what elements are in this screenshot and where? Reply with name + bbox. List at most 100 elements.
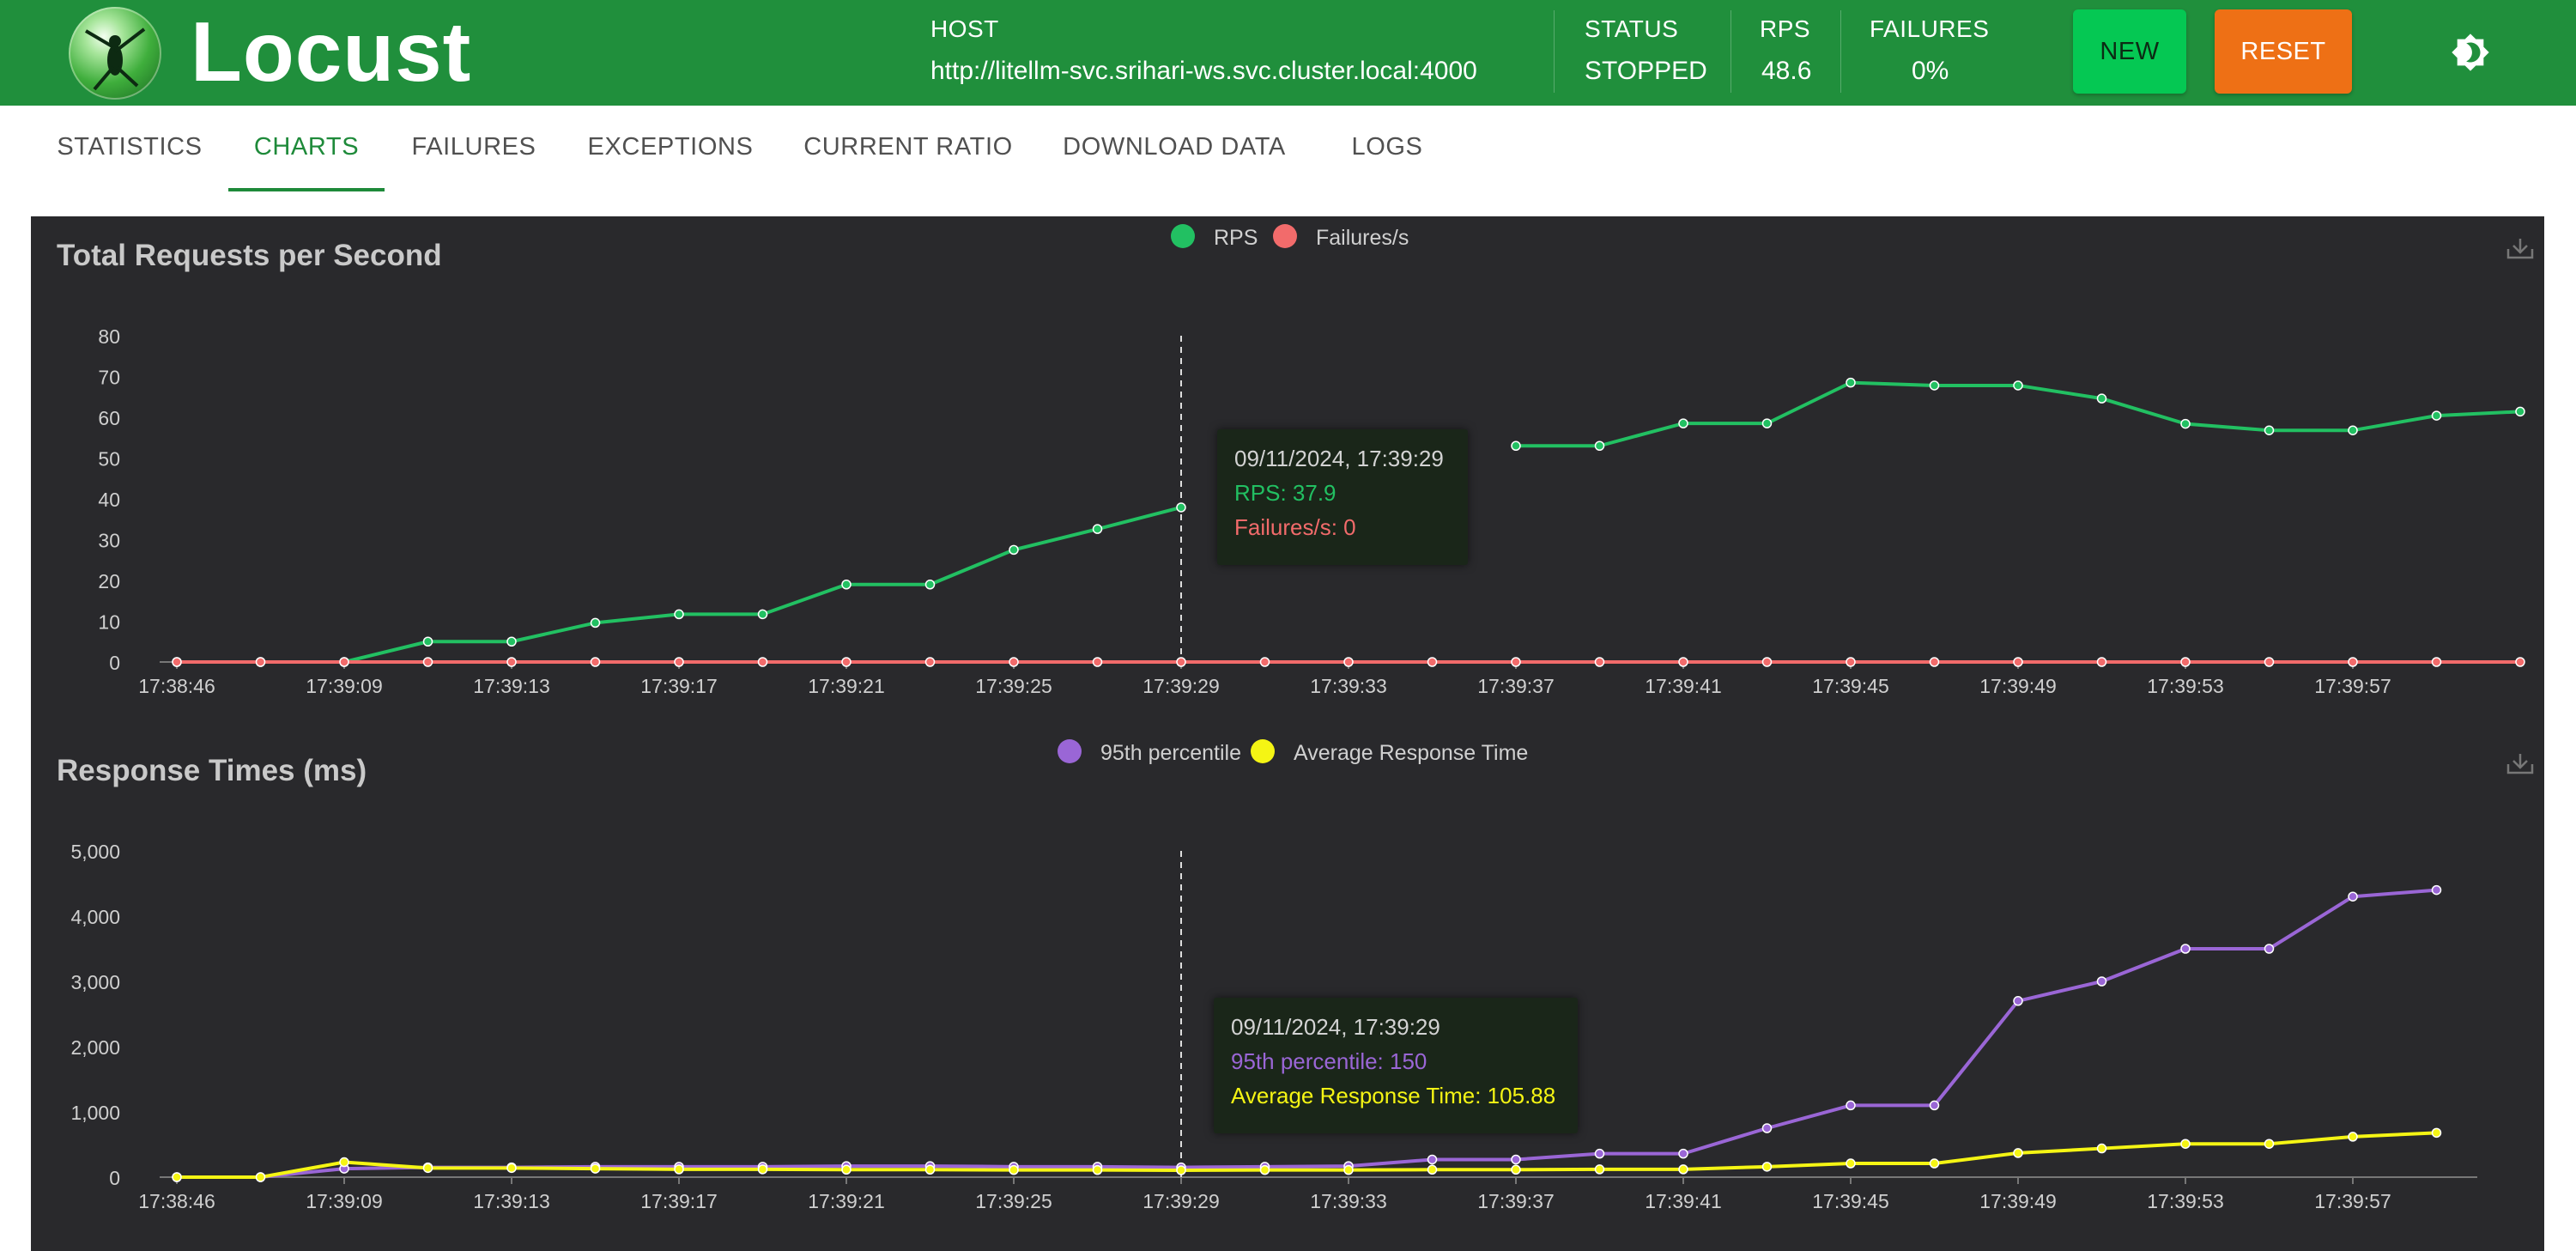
tab-charts[interactable]: CHARTS (228, 106, 385, 191)
data-point[interactable] (841, 657, 852, 667)
tab-failures[interactable]: FAILURES (411, 132, 536, 161)
data-point[interactable] (506, 636, 517, 647)
data-point[interactable] (422, 1163, 433, 1174)
data-point[interactable] (172, 1172, 182, 1182)
tab-exceptions[interactable]: EXCEPTIONS (587, 132, 754, 161)
data-point[interactable] (674, 1164, 684, 1175)
data-point[interactable] (1929, 1158, 1940, 1169)
data-point[interactable] (1929, 380, 1940, 391)
data-point[interactable] (757, 609, 768, 620)
data-point[interactable] (2096, 976, 2107, 987)
data-point[interactable] (2264, 657, 2275, 667)
data-point[interactable] (1846, 657, 1856, 667)
data-point[interactable] (1009, 544, 1019, 556)
tab-logs[interactable]: LOGS (1351, 132, 1423, 161)
data-point[interactable] (2013, 657, 2023, 667)
data-point[interactable] (1176, 657, 1186, 667)
data-point[interactable] (1761, 418, 1773, 428)
data-point[interactable] (924, 1164, 936, 1175)
data-point[interactable] (1092, 657, 1103, 667)
data-point[interactable] (172, 657, 182, 667)
data-point[interactable] (1092, 524, 1103, 534)
data-point[interactable] (1427, 1164, 1438, 1175)
tab-current-ratio[interactable]: CURRENT RATIO (803, 132, 1013, 161)
data-point[interactable] (422, 636, 433, 647)
data-point[interactable] (841, 580, 852, 590)
data-point[interactable] (2264, 944, 2275, 954)
data-point[interactable] (2515, 657, 2525, 667)
brightness-icon[interactable] (2451, 33, 2490, 72)
data-point[interactable] (1678, 657, 1688, 667)
data-point[interactable] (339, 657, 349, 667)
data-point[interactable] (1678, 1148, 1688, 1159)
data-point[interactable] (2264, 425, 2275, 435)
legend-avg[interactable]: Average Response Time (1251, 739, 1528, 765)
data-point[interactable] (1594, 1164, 1605, 1175)
data-point[interactable] (1343, 657, 1354, 667)
data-point[interactable] (2180, 418, 2191, 429)
new-button[interactable]: NEW (2073, 9, 2186, 94)
data-point[interactable] (1846, 1100, 1856, 1111)
data-point[interactable] (1678, 1164, 1688, 1175)
data-point[interactable] (2431, 410, 2442, 421)
data-point[interactable] (674, 657, 684, 667)
data-point[interactable] (2096, 393, 2107, 404)
download-icon[interactable] (2506, 754, 2534, 774)
data-point[interactable] (1009, 1164, 1019, 1175)
data-point[interactable] (2348, 657, 2358, 667)
data-point[interactable] (2013, 1148, 2023, 1158)
data-point[interactable] (255, 657, 266, 667)
data-point[interactable] (255, 1172, 266, 1182)
data-point[interactable] (339, 1157, 349, 1168)
legend-95th[interactable]: 95th percentile (1058, 739, 1241, 765)
data-point[interactable] (1009, 657, 1019, 667)
data-point[interactable] (590, 1163, 601, 1174)
data-point[interactable] (2096, 1143, 2107, 1154)
tab-statistics[interactable]: STATISTICS (57, 132, 203, 161)
data-point[interactable] (757, 1164, 768, 1175)
data-point[interactable] (1846, 377, 1856, 388)
data-point[interactable] (2096, 657, 2107, 667)
data-point[interactable] (2264, 1139, 2275, 1149)
data-point[interactable] (2348, 1132, 2358, 1142)
data-point[interactable] (1259, 657, 1270, 667)
data-point[interactable] (590, 657, 601, 667)
data-point[interactable] (1846, 1158, 1856, 1169)
data-point[interactable] (2348, 425, 2358, 435)
tab-download-data[interactable]: DOWNLOAD DATA (1063, 132, 1286, 161)
data-point[interactable] (1761, 1162, 1773, 1172)
legend-failures[interactable]: Failures/s (1273, 224, 1409, 250)
data-point[interactable] (1511, 1164, 1521, 1175)
data-point[interactable] (1511, 440, 1521, 451)
data-point[interactable] (841, 1164, 852, 1175)
data-point[interactable] (1427, 1154, 1438, 1165)
data-point[interactable] (2431, 1127, 2442, 1139)
data-point[interactable] (506, 1163, 517, 1174)
data-point[interactable] (2180, 657, 2191, 667)
data-point[interactable] (1594, 440, 1605, 451)
data-point[interactable] (2515, 406, 2525, 417)
data-point[interactable] (1511, 657, 1521, 667)
data-point[interactable] (1259, 1164, 1270, 1175)
data-point[interactable] (2431, 884, 2442, 896)
data-point[interactable] (1929, 1100, 1940, 1111)
data-point[interactable] (757, 657, 768, 667)
data-point[interactable] (674, 609, 684, 620)
legend-rps[interactable]: RPS (1171, 224, 1258, 250)
data-point[interactable] (1678, 418, 1688, 428)
download-icon[interactable] (2506, 239, 2534, 259)
data-point[interactable] (2013, 380, 2023, 391)
data-point[interactable] (1929, 657, 1940, 667)
data-point[interactable] (1343, 1164, 1354, 1175)
data-point[interactable] (1594, 1148, 1605, 1159)
data-point[interactable] (1511, 1154, 1521, 1165)
data-point[interactable] (1176, 502, 1186, 513)
data-point[interactable] (2348, 891, 2358, 902)
data-point[interactable] (422, 657, 433, 667)
data-point[interactable] (590, 617, 601, 629)
data-point[interactable] (924, 580, 936, 590)
data-point[interactable] (924, 657, 936, 667)
data-point[interactable] (1092, 1164, 1103, 1175)
data-point[interactable] (1594, 657, 1605, 667)
data-point[interactable] (1761, 1123, 1773, 1133)
